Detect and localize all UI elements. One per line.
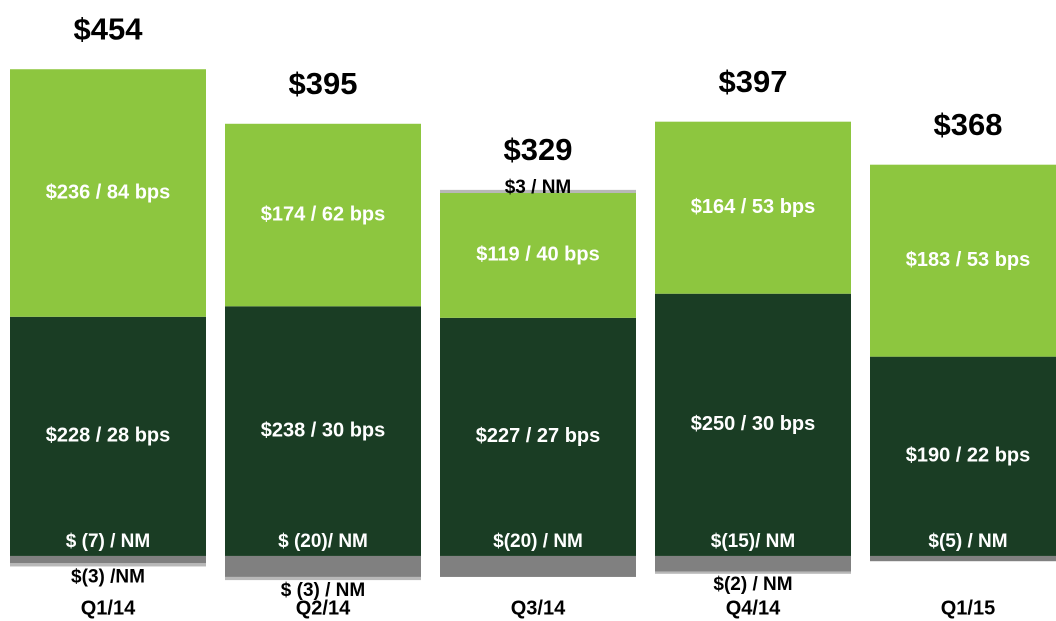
bar-segment	[225, 576, 421, 581]
bar-segment	[440, 555, 636, 577]
bar-segment	[10, 555, 206, 564]
bar-segment	[870, 555, 1056, 562]
x-tick-label: Q1/14	[81, 597, 136, 619]
total-label: $329	[504, 132, 573, 167]
segment-label: $(5) / NM	[928, 531, 1007, 552]
segment-label: $227 / 27 bps	[476, 425, 601, 447]
total-label: $454	[74, 11, 144, 46]
segment-label: $238 / 30 bps	[261, 419, 386, 441]
x-tick-label: Q1/15	[941, 597, 995, 619]
bar-segment	[225, 306, 421, 556]
bar-segment	[10, 69, 206, 317]
segment-label: $ (3) / NM	[281, 580, 365, 601]
bar-segment	[655, 121, 851, 294]
bar-segment	[655, 571, 851, 574]
segment-label: $190 / 22 bps	[906, 445, 1031, 467]
x-tick-label: Q3/14	[511, 597, 566, 619]
segment-label: $119 / 40 bps	[476, 244, 599, 266]
bar-segment	[10, 563, 206, 567]
segment-label: $236 / 84 bps	[46, 181, 171, 203]
x-tick-label: Q4/14	[726, 597, 781, 619]
segment-label: $(20) / NM	[493, 531, 583, 552]
segment-label: $ (7) / NM	[66, 531, 150, 552]
bar-segment	[440, 317, 636, 556]
segment-label: $228 / 28 bps	[46, 425, 171, 447]
segment-label: $250 / 30 bps	[691, 413, 816, 435]
segment-label: $174 / 62 bps	[261, 203, 386, 225]
bar-segment	[655, 555, 851, 572]
total-label: $368	[934, 107, 1003, 142]
x-tick-label: Q2/14	[296, 597, 351, 619]
segment-label: $3 / NM	[505, 177, 572, 198]
bar-segment	[225, 555, 421, 577]
total-label: $397	[719, 64, 788, 99]
segment-label: $(2) / NM	[713, 574, 792, 595]
bar-segment	[655, 293, 851, 556]
bar-segment	[225, 123, 421, 307]
segment-label: $164 / 53 bps	[691, 196, 816, 218]
segment-label: $(3) /NM	[71, 566, 145, 587]
segment-label: $183 / 53 bps	[906, 249, 1031, 271]
segment-label: $(15)/ NM	[711, 531, 795, 552]
total-label: $395	[289, 66, 358, 101]
bar-segment	[440, 189, 636, 194]
bar-segment	[10, 316, 206, 556]
bar-segment	[870, 356, 1056, 556]
bar-segment	[870, 164, 1056, 357]
segment-label: $ (20)/ NM	[278, 531, 368, 552]
bar-segment	[440, 193, 636, 318]
